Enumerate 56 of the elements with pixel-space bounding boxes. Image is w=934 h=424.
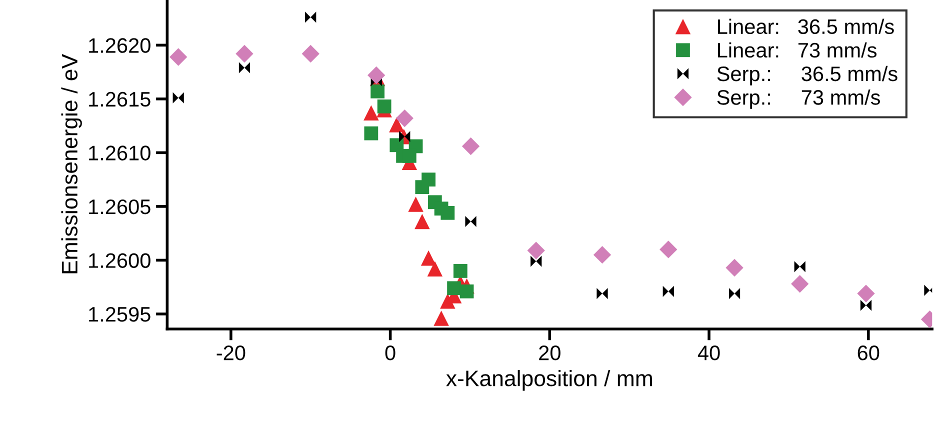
point	[440, 206, 455, 220]
x-tick-label: 0	[385, 346, 396, 360]
point	[857, 284, 875, 302]
point	[462, 137, 480, 156]
point	[370, 84, 384, 98]
point	[728, 288, 740, 300]
point	[596, 288, 608, 300]
point	[172, 92, 184, 104]
point	[527, 242, 545, 260]
point	[408, 196, 424, 212]
x-axis-title: x-Kanalposition / mm	[446, 370, 652, 391]
y-axis-title: Emissionsenergie / eV	[61, 54, 82, 274]
point	[662, 286, 674, 297]
point	[368, 66, 386, 84]
point	[453, 264, 468, 278]
x-tick-label: 20	[539, 346, 560, 360]
point	[414, 214, 430, 230]
point	[860, 300, 872, 311]
point	[389, 117, 404, 132]
point	[364, 126, 378, 140]
point	[396, 109, 414, 128]
y-tick-label: 1.2610	[89, 146, 150, 160]
point	[236, 44, 254, 63]
x-tick-label: 60	[858, 346, 880, 360]
legend-label: Linear: 36.5 mm/s	[718, 18, 894, 34]
point	[422, 172, 436, 187]
point	[530, 256, 542, 267]
point	[170, 48, 188, 66]
point	[434, 310, 449, 326]
point	[660, 240, 678, 258]
point	[791, 275, 809, 293]
y-tick-label: 1.2595	[89, 306, 150, 322]
point	[465, 216, 476, 228]
point	[377, 100, 392, 114]
point	[399, 131, 410, 142]
point	[305, 12, 316, 23]
x-tick-label: 40	[698, 346, 720, 360]
y-tick-label: 1.2605	[89, 199, 150, 214]
y-tick-label: 1.2620	[89, 38, 150, 53]
y-tick-label: 1.2600	[89, 253, 150, 268]
point	[364, 105, 379, 121]
legend-label: Linear: 73 mm/s	[718, 42, 877, 58]
point	[238, 62, 250, 74]
point	[420, 250, 436, 266]
point	[726, 258, 744, 277]
point	[593, 246, 612, 264]
point	[460, 284, 474, 298]
legend-label: Serp.: 36.5 mm/s	[717, 66, 898, 86]
point	[794, 261, 806, 272]
point	[402, 148, 416, 163]
legend-label: Serp.: 73 mm/s	[717, 90, 880, 109]
point	[302, 44, 320, 63]
point	[427, 261, 443, 276]
x-tick-label: -20	[216, 346, 246, 360]
point	[447, 281, 461, 296]
y-tick-label: 1.2615	[89, 92, 150, 107]
